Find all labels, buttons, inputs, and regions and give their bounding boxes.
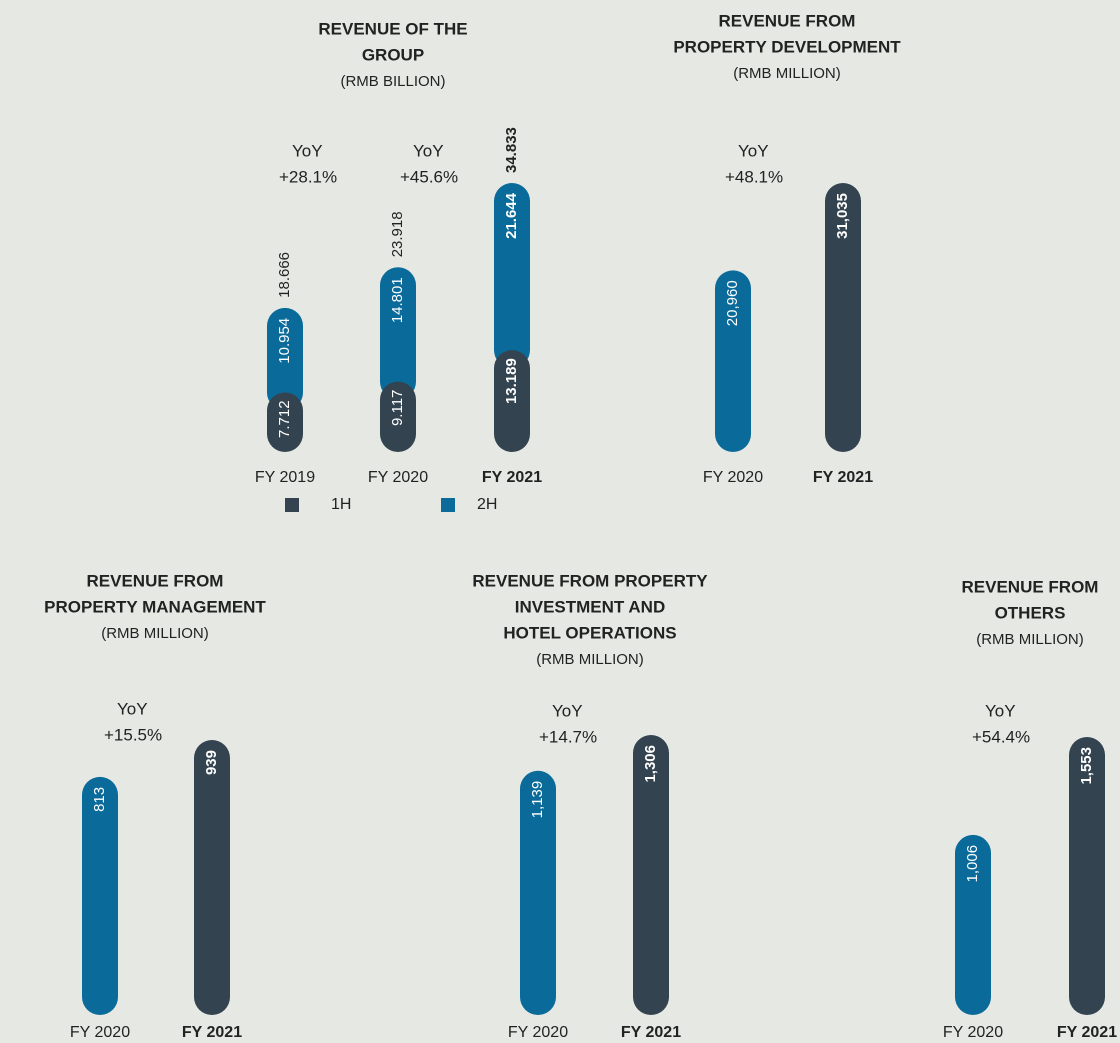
x-tick-label: FY 2020 xyxy=(508,1024,568,1041)
bar-segment xyxy=(380,381,416,452)
x-tick-label: FY 2020 xyxy=(943,1024,1003,1041)
value-label: 9.117 xyxy=(389,390,406,426)
x-tick-label: FY 2020 xyxy=(70,1024,130,1041)
x-tick-label: FY 2019 xyxy=(255,469,315,486)
value-label: 20,960 xyxy=(724,280,741,326)
chart-title: REVENUE FROM PROPERTY xyxy=(472,571,708,590)
value-label: 31,035 xyxy=(834,193,851,239)
bar xyxy=(955,834,991,1015)
annotation: +14.7% xyxy=(539,727,597,746)
bar-segment xyxy=(267,307,303,411)
bar-segment xyxy=(494,350,530,452)
legend-swatch xyxy=(441,498,455,512)
value-label: 14.801 xyxy=(389,277,406,323)
x-tick-label: FY 2021 xyxy=(813,469,873,486)
chart-title: PROPERTY MANAGEMENT xyxy=(44,597,266,616)
annotation: +45.6% xyxy=(400,167,458,186)
value-label: 813 xyxy=(91,787,108,812)
value-label: 1,139 xyxy=(529,781,546,819)
chart-title: REVENUE OF THE xyxy=(318,19,467,38)
legend-label: 1H xyxy=(331,496,351,513)
total-label: 34.833 xyxy=(503,127,520,173)
value-label: 13.189 xyxy=(503,358,520,404)
value-label: 10.954 xyxy=(276,318,293,364)
chart-title: GROUP xyxy=(362,45,424,64)
value-label: 1,306 xyxy=(642,745,659,783)
x-tick-label: FY 2021 xyxy=(482,469,542,486)
bar-segment xyxy=(267,392,303,452)
bar xyxy=(1069,737,1105,1015)
annotation: +54.4% xyxy=(972,727,1030,746)
chart-subtitle: (RMB MILLION) xyxy=(976,631,1084,648)
x-tick-label: FY 2021 xyxy=(182,1024,242,1041)
x-tick-label: FY 2021 xyxy=(621,1024,681,1041)
annotation: YoY xyxy=(292,141,323,160)
annotation: YoY xyxy=(117,699,148,718)
chart-title: REVENUE FROM xyxy=(87,571,224,590)
annotation: +48.1% xyxy=(725,167,783,186)
value-label: 1,006 xyxy=(964,845,981,883)
chart-title: REVENUE FROM xyxy=(962,577,1099,596)
bar-segment xyxy=(494,183,530,369)
bar xyxy=(633,735,669,1015)
chart-title: PROPERTY DEVELOPMENT xyxy=(673,37,901,56)
annotation: YoY xyxy=(985,701,1016,720)
chart-subtitle: (RMB MILLION) xyxy=(536,651,644,668)
annotation: +15.5% xyxy=(104,725,162,744)
annotation: +28.1% xyxy=(279,167,337,186)
bar xyxy=(825,183,861,452)
total-label: 23.918 xyxy=(389,211,406,257)
chart-title: INVESTMENT AND xyxy=(515,597,666,616)
legend-swatch xyxy=(285,498,299,512)
bar xyxy=(715,270,751,452)
chart-title: HOTEL OPERATIONS xyxy=(503,623,676,642)
chart-title: OTHERS xyxy=(995,603,1066,622)
bar-segment xyxy=(380,267,416,400)
chart-subtitle: (RMB MILLION) xyxy=(101,625,209,642)
value-label: 7.712 xyxy=(276,400,293,438)
chart-subtitle: (RMB BILLION) xyxy=(340,73,445,90)
x-tick-label: FY 2020 xyxy=(703,469,763,486)
value-label: 21.644 xyxy=(503,192,520,239)
chart-title: REVENUE FROM xyxy=(719,11,856,30)
chart-subtitle: (RMB MILLION) xyxy=(733,65,841,82)
bar xyxy=(82,776,118,1015)
value-label: 939 xyxy=(203,750,220,775)
total-label: 18.666 xyxy=(276,252,293,298)
annotation: YoY xyxy=(738,141,769,160)
legend-label: 2H xyxy=(477,496,497,513)
value-label: 1,553 xyxy=(1078,747,1095,785)
bar xyxy=(194,740,230,1015)
annotation: YoY xyxy=(413,141,444,160)
annotation: YoY xyxy=(552,701,583,720)
x-tick-label: FY 2021 xyxy=(1057,1024,1117,1041)
bar xyxy=(520,770,556,1015)
x-tick-label: FY 2020 xyxy=(368,469,428,486)
